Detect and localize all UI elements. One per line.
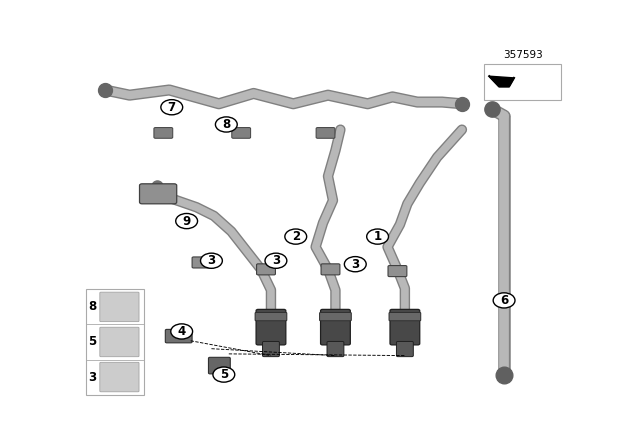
Circle shape — [285, 229, 307, 244]
Circle shape — [265, 253, 287, 268]
FancyBboxPatch shape — [100, 292, 139, 322]
FancyBboxPatch shape — [316, 128, 335, 138]
FancyBboxPatch shape — [321, 264, 340, 275]
Circle shape — [171, 324, 193, 339]
Text: 9: 9 — [182, 215, 191, 228]
FancyBboxPatch shape — [262, 341, 280, 357]
Polygon shape — [489, 76, 514, 86]
FancyBboxPatch shape — [256, 310, 286, 345]
Circle shape — [213, 367, 235, 382]
FancyBboxPatch shape — [396, 341, 413, 357]
FancyBboxPatch shape — [100, 327, 139, 357]
FancyBboxPatch shape — [389, 313, 420, 321]
Circle shape — [161, 99, 182, 115]
Text: 7: 7 — [168, 101, 176, 114]
Circle shape — [216, 117, 237, 132]
FancyBboxPatch shape — [192, 257, 211, 268]
Text: 3: 3 — [351, 258, 359, 271]
FancyBboxPatch shape — [86, 289, 145, 395]
Text: 6: 6 — [500, 294, 508, 307]
FancyBboxPatch shape — [388, 266, 407, 276]
FancyBboxPatch shape — [255, 313, 287, 321]
Text: 5: 5 — [220, 368, 228, 381]
FancyBboxPatch shape — [390, 310, 420, 345]
Text: 3: 3 — [272, 254, 280, 267]
FancyBboxPatch shape — [327, 341, 344, 357]
Text: 8: 8 — [222, 118, 230, 131]
FancyBboxPatch shape — [257, 264, 275, 275]
Circle shape — [200, 253, 222, 268]
Circle shape — [344, 257, 366, 272]
Circle shape — [493, 293, 515, 308]
Text: 2: 2 — [292, 230, 300, 243]
Circle shape — [367, 229, 388, 244]
Text: 3: 3 — [207, 254, 216, 267]
FancyBboxPatch shape — [484, 64, 561, 100]
Circle shape — [176, 214, 198, 228]
Text: 1: 1 — [374, 230, 381, 243]
Text: 357593: 357593 — [503, 51, 543, 60]
FancyBboxPatch shape — [321, 310, 350, 345]
FancyBboxPatch shape — [100, 362, 139, 392]
Text: 5: 5 — [88, 336, 97, 349]
FancyBboxPatch shape — [140, 184, 177, 204]
FancyBboxPatch shape — [165, 329, 192, 343]
FancyBboxPatch shape — [232, 128, 251, 138]
FancyBboxPatch shape — [154, 128, 173, 138]
Text: 8: 8 — [88, 301, 97, 314]
FancyBboxPatch shape — [209, 358, 230, 374]
Text: 4: 4 — [177, 325, 186, 338]
FancyBboxPatch shape — [319, 313, 351, 321]
Text: 3: 3 — [88, 370, 97, 383]
